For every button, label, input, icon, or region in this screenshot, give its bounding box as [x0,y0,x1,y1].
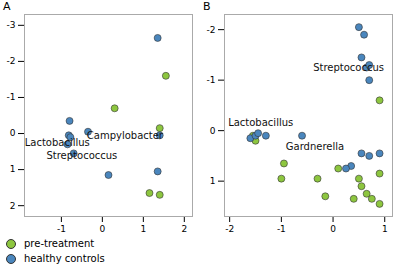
html-text:B: B [203,0,211,13]
svg-text:0: 0 [210,126,216,136]
svg-text:Streptococcus: Streptococcus [313,62,384,73]
html-text:healthy controls: healthy controls [24,253,105,264]
svg-text:-1: -1 [7,92,16,102]
svg-text:2: 2 [10,201,16,211]
svg-text:-2: -2 [225,224,234,234]
svg-text:0: 0 [99,224,105,234]
svg-text:2: 2 [181,224,187,234]
svg-text:Campylobacter: Campylobacter [87,130,164,141]
svg-text:-1: -1 [57,224,66,234]
svg-text:1: 1 [382,224,388,234]
svg-text:0: 0 [10,128,16,138]
svg-text:Streptococcus: Streptococcus [46,150,117,161]
svg-text:1: 1 [10,164,16,174]
svg-text:0: 0 [330,224,336,234]
svg-text:-3: -3 [7,20,16,30]
svg-text:Gardnerella: Gardnerella [286,141,344,152]
svg-text:-1: -1 [277,224,286,234]
svg-text:1: 1 [140,224,146,234]
svg-text:-2: -2 [207,25,216,35]
html-text:pre-treatment: pre-treatment [24,238,95,249]
svg-text:-2: -2 [7,56,16,66]
svg-text:-1: -1 [207,75,216,85]
svg-text:1: 1 [210,176,216,186]
svg-text:Lactobacillus: Lactobacillus [228,117,293,128]
svg-text:Lactobacillus: Lactobacillus [25,137,90,148]
html-text:A: A [3,0,11,13]
